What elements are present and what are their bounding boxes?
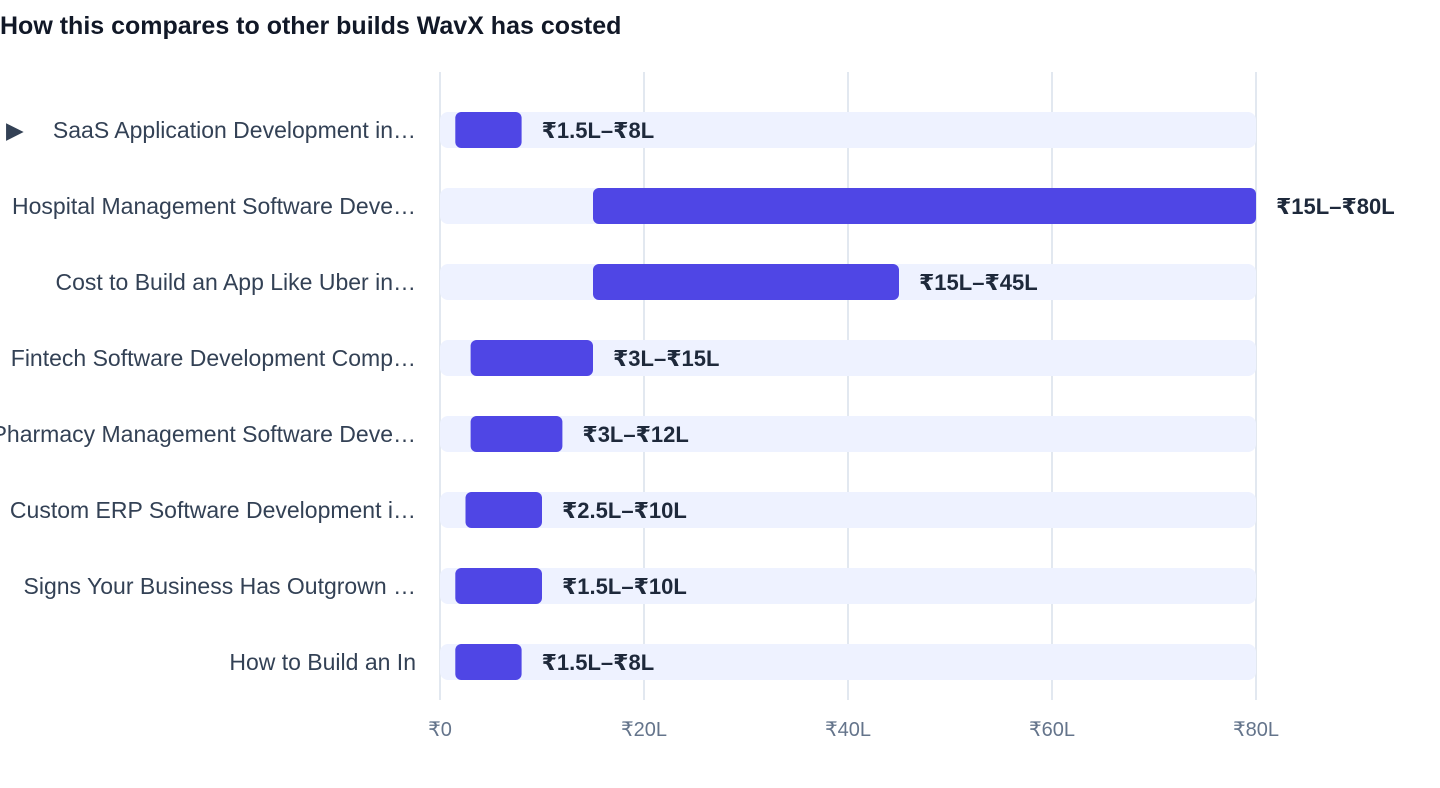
value-labels: ₹1.5L–₹8L ₹15L–₹80L ₹15L–₹45L ₹3L–₹15L ₹3L–₹… bbox=[542, 118, 1395, 675]
bar-value-label: ₹2.5L–₹10L bbox=[562, 498, 687, 523]
category-labels: SaaS Application Development in… ▶ Hospita… bbox=[0, 117, 416, 675]
range-bar[interactable] bbox=[470, 416, 563, 452]
category-label: Fintech Software Development Comp… bbox=[11, 345, 416, 371]
category-label: Pharmacy Management Software Deve… bbox=[0, 421, 416, 447]
bar-track bbox=[440, 644, 1256, 680]
range-bar[interactable] bbox=[455, 644, 522, 680]
bar-track bbox=[440, 112, 1256, 148]
range-bar[interactable] bbox=[455, 568, 542, 604]
range-bar[interactable] bbox=[593, 188, 1256, 224]
range-bar[interactable] bbox=[455, 112, 522, 148]
category-label: SaaS Application Development in… bbox=[53, 117, 416, 143]
range-bar[interactable] bbox=[593, 264, 899, 300]
category-label: How to Build an In bbox=[229, 649, 416, 675]
bar-value-label: ₹1.5L–₹8L bbox=[542, 650, 655, 675]
x-tick-label: ₹0 bbox=[428, 719, 452, 741]
bar-track bbox=[440, 340, 1256, 376]
bar-value-label: ₹3L–₹15L bbox=[613, 346, 719, 371]
bar-track bbox=[440, 568, 1256, 604]
x-tick-label: ₹20L bbox=[621, 719, 667, 741]
category-label: Signs Your Business Has Outgrown … bbox=[24, 573, 416, 599]
bar-track bbox=[440, 416, 1256, 452]
x-axis-ticks: ₹0 ₹20L ₹40L ₹60L ₹80L bbox=[428, 719, 1279, 741]
bar-value-label: ₹3L–₹12L bbox=[582, 422, 688, 447]
bar-value-label: ₹1.5L–₹8L bbox=[542, 118, 655, 143]
x-tick-label: ₹40L bbox=[825, 719, 871, 741]
bar-value-label: ₹1.5L–₹10L bbox=[562, 574, 687, 599]
bar-track bbox=[440, 492, 1256, 528]
x-tick-label: ₹80L bbox=[1233, 719, 1279, 741]
bar-value-label: ₹15L–₹80L bbox=[1276, 194, 1395, 219]
grid-lines bbox=[439, 72, 1257, 700]
category-label: Hospital Management Software Deve… bbox=[12, 193, 416, 219]
x-tick-label: ₹60L bbox=[1029, 719, 1075, 741]
expand-arrow-icon[interactable]: ▶ bbox=[6, 117, 24, 143]
category-label: Custom ERP Software Development i… bbox=[10, 497, 416, 523]
range-bar[interactable] bbox=[470, 340, 593, 376]
bars bbox=[455, 112, 1256, 680]
category-label: Cost to Build an App Like Uber in… bbox=[55, 269, 416, 295]
range-bar[interactable] bbox=[465, 492, 543, 528]
bar-value-label: ₹15L–₹45L bbox=[919, 270, 1038, 295]
chart-title: How this compares to other builds WavX h… bbox=[0, 12, 622, 40]
